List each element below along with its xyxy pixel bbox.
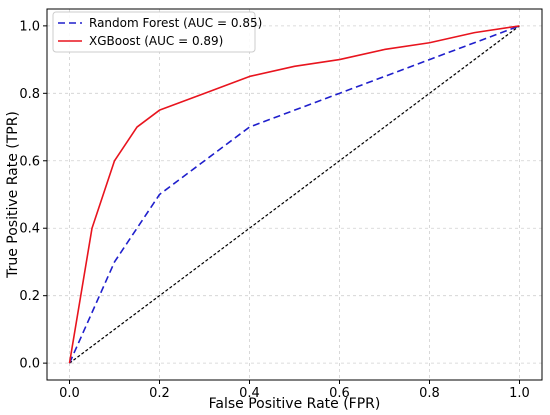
x-tick-label: 0.2	[149, 386, 170, 401]
y-tick-label: 0.6	[19, 154, 40, 169]
legend-box	[52, 11, 256, 53]
legend: Random Forest (AUC = 0.85) XGBoost (AUC =…	[52, 11, 262, 53]
x-tick-label: 1.0	[509, 386, 530, 401]
x-tick-label: 0.4	[239, 386, 260, 401]
legend-label-random-forest: Random Forest (AUC = 0.85)	[89, 16, 262, 30]
chance-diagonal-line	[69, 25, 520, 364]
series-layer	[68, 25, 520, 364]
ticks: 0.0 0.2 0.4 0.6 0.8 1.0 0.0 0.2 0.4 0.6 0.8 1.0	[19, 19, 530, 401]
x-axis-title: False Positive Rate (FPR)	[209, 396, 381, 412]
legend-label-xgboost: XGBoost (AUC = 0.89)	[89, 34, 223, 48]
x-tick-label: 0.8	[419, 386, 440, 401]
y-tick-label: 0.4	[19, 222, 40, 237]
y-axis-title: True Positive Rate (TPR)	[5, 111, 21, 279]
x-tick-label: 0.0	[59, 386, 80, 401]
x-tick-label: 0.6	[329, 386, 350, 401]
y-tick-label: 0.0	[19, 357, 40, 372]
y-tick-label: 1.0	[19, 19, 40, 34]
random-forest-line	[68, 25, 520, 364]
y-tick-label: 0.2	[19, 289, 40, 304]
xgboost-line	[68, 25, 520, 364]
plot-frame	[46, 8, 543, 381]
grid-lines	[47, 9, 542, 380]
y-tick-label: 0.8	[19, 87, 40, 102]
